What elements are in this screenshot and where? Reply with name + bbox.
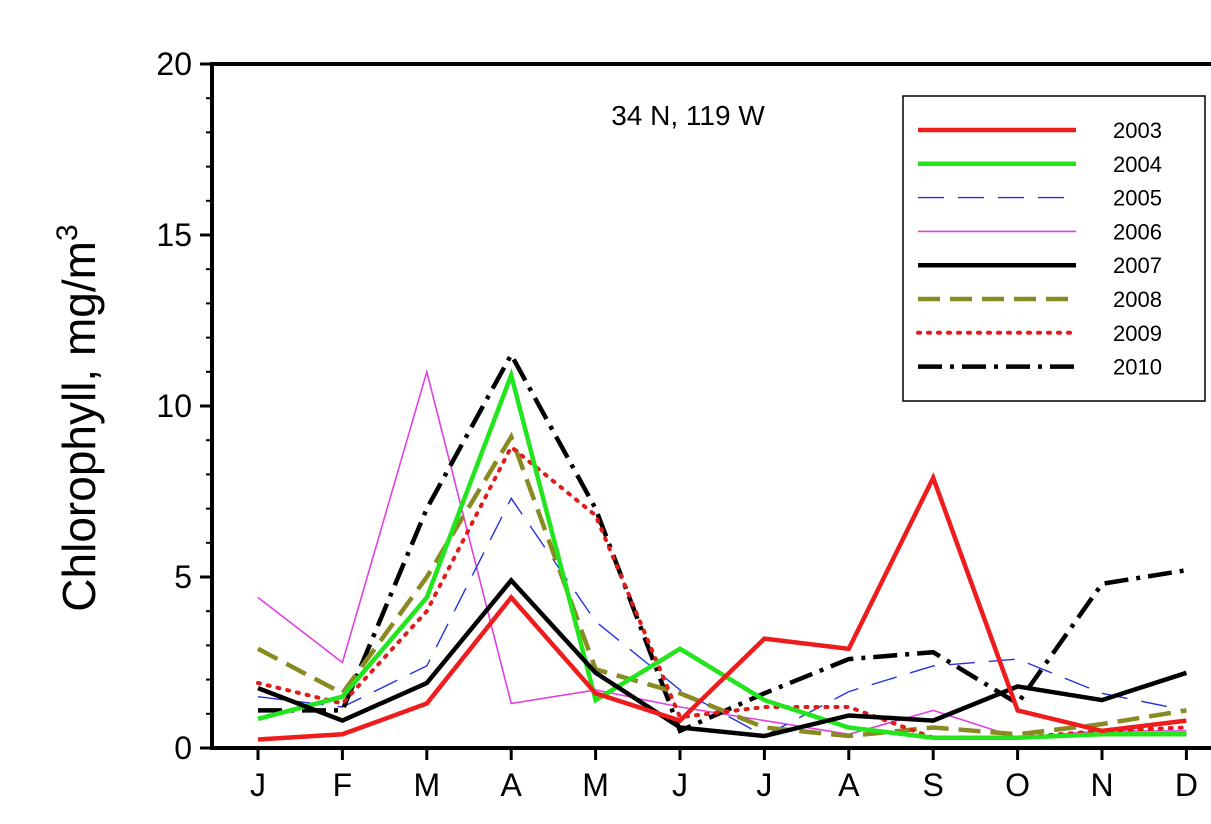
legend-entry-label: 2006 <box>1113 219 1162 244</box>
y-ticks: 0 5 10 15 20 <box>156 46 212 766</box>
x-tick-label: D <box>1175 767 1198 803</box>
x-tick-label: O <box>1005 767 1030 803</box>
x-tick-label: A <box>501 767 523 803</box>
x-tick-label: M <box>413 767 440 803</box>
legend-entry-label: 2010 <box>1113 355 1162 380</box>
legend-entry-label: 2005 <box>1113 186 1162 211</box>
y-axis-label-text: Chlorophyll, mg/m <box>53 241 105 612</box>
y-tick-label: 5 <box>174 559 192 595</box>
x-tick-label: M <box>582 767 609 803</box>
series-line-2008 <box>256 431 1187 739</box>
legend: 2003 2004 2005 2006 2007 2008 2009 2010 <box>902 95 1206 402</box>
chart-annotation: 34 N, 119 W <box>611 100 765 131</box>
x-tick-label: J <box>756 767 772 803</box>
x-tick-label: S <box>923 767 944 803</box>
series-line-2005 <box>257 496 1187 737</box>
legend-entry-label: 2004 <box>1113 152 1162 177</box>
legend-entry-label: 2008 <box>1113 287 1162 312</box>
x-tick-label: J <box>672 767 688 803</box>
x-tick-label: N <box>1090 767 1113 803</box>
y-tick-label: 10 <box>156 388 192 424</box>
y-tick-label: 0 <box>174 730 192 766</box>
legend-entry-label: 2003 <box>1113 118 1162 143</box>
y-axis-label-superscript: 3 <box>51 224 84 241</box>
series-layer <box>256 350 1189 742</box>
legend-box <box>902 95 1206 402</box>
series-line-2003 <box>257 472 1187 742</box>
x-tick-label: F <box>333 767 353 803</box>
series-line-2007 <box>257 576 1188 739</box>
legend-entry-label: 2009 <box>1113 321 1162 346</box>
x-tick-label: A <box>838 767 860 803</box>
y-tick-label: 20 <box>156 46 192 82</box>
legend-entry-label: 2007 <box>1113 253 1162 278</box>
series-line-2004 <box>257 367 1187 740</box>
y-tick-label: 15 <box>156 217 192 253</box>
y-axis-label: Chlorophyll, mg/m3 <box>51 224 105 611</box>
x-tick-label: J <box>250 767 266 803</box>
